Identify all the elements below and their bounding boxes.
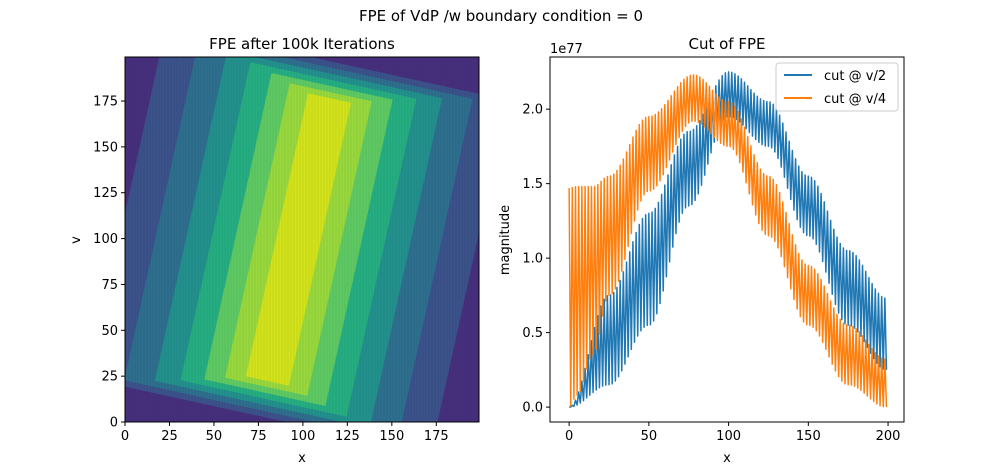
legend: cut @ v/2 cut @ v/4: [775, 62, 899, 112]
heatmap-x-ticks: 0 25 50 75 100 125 150 175: [121, 422, 449, 444]
line-x-label: x: [723, 451, 731, 466]
series-line-1: [568, 74, 888, 408]
heatmap-title: FPE after 100k Iterations: [209, 35, 395, 53]
heatmap-y-tick-label: 125: [93, 186, 118, 201]
line-x-tick-label: 200: [876, 429, 901, 444]
heatmap-panel: FPE after 100k Iterations 0 25 50 75 100 125 1…: [69, 35, 480, 466]
line-x-ticks: 0 50 100 150 200: [565, 422, 900, 444]
heatmap-y-label: v: [69, 236, 84, 244]
heatmap-axes-frame: [124, 56, 480, 423]
heatmap-y-tick-label: 175: [93, 95, 118, 110]
heatmap-y-tick-label: 100: [93, 232, 118, 247]
heatmap-x-label: x: [298, 451, 306, 466]
line-panel: Cut of FPE 1e77 0 50 100 150 200 0.0 0.5 1.0 1.…: [498, 35, 905, 466]
line-series-group: [568, 71, 888, 408]
series-line-0: [569, 71, 888, 408]
heatmap-y-tick-label: 0: [110, 416, 118, 431]
line-y-tick-label: 0.0: [522, 401, 543, 416]
line-y-tick-label: 2.0: [522, 103, 543, 118]
heatmap-x-tick-label: 100: [290, 429, 315, 444]
line-x-tick-label: 100: [716, 429, 741, 444]
heatmap-x-tick-label: 0: [121, 429, 129, 444]
heatmap-y-tick-label: 25: [101, 370, 118, 385]
line-axes-frame: [549, 56, 905, 423]
legend-label-cut-v4: cut @ v/4: [824, 92, 886, 107]
legend-label-cut-v2: cut @ v/2: [824, 69, 886, 84]
line-y-tick-label: 1.0: [522, 252, 543, 267]
heatmap-level-7: [245, 93, 351, 386]
line-y-label: magnitude: [498, 205, 513, 275]
line-x-tick-label: 50: [641, 429, 658, 444]
heatmap-x-tick-label: 125: [335, 429, 360, 444]
line-title: Cut of FPE: [688, 35, 765, 53]
heatmap-bands: [125, 57, 479, 422]
line-y-tick-label: 0.5: [522, 326, 543, 341]
heatmap-x-tick-label: 25: [161, 429, 178, 444]
heatmap-y-ticks: 0 25 50 75 100 125 150 175: [93, 95, 125, 431]
heatmap-y-tick-label: 75: [101, 278, 118, 293]
line-y-ticks: 0.0 0.5 1.0 1.5 2.0: [522, 103, 550, 416]
heatmap-x-tick-label: 50: [206, 429, 223, 444]
heatmap-x-tick-label: 175: [424, 429, 449, 444]
heatmap-y-tick-label: 50: [101, 324, 118, 339]
line-x-tick-label: 150: [796, 429, 821, 444]
y-offset-text: 1e77: [550, 42, 583, 57]
line-y-tick-label: 1.5: [522, 177, 543, 192]
line-x-tick-label: 0: [565, 429, 573, 444]
figure-suptitle: FPE of VdP /w boundary condition = 0: [359, 7, 643, 25]
heatmap-y-tick-label: 150: [93, 140, 118, 155]
heatmap-x-tick-label: 150: [379, 429, 404, 444]
heatmap-x-tick-label: 75: [250, 429, 267, 444]
